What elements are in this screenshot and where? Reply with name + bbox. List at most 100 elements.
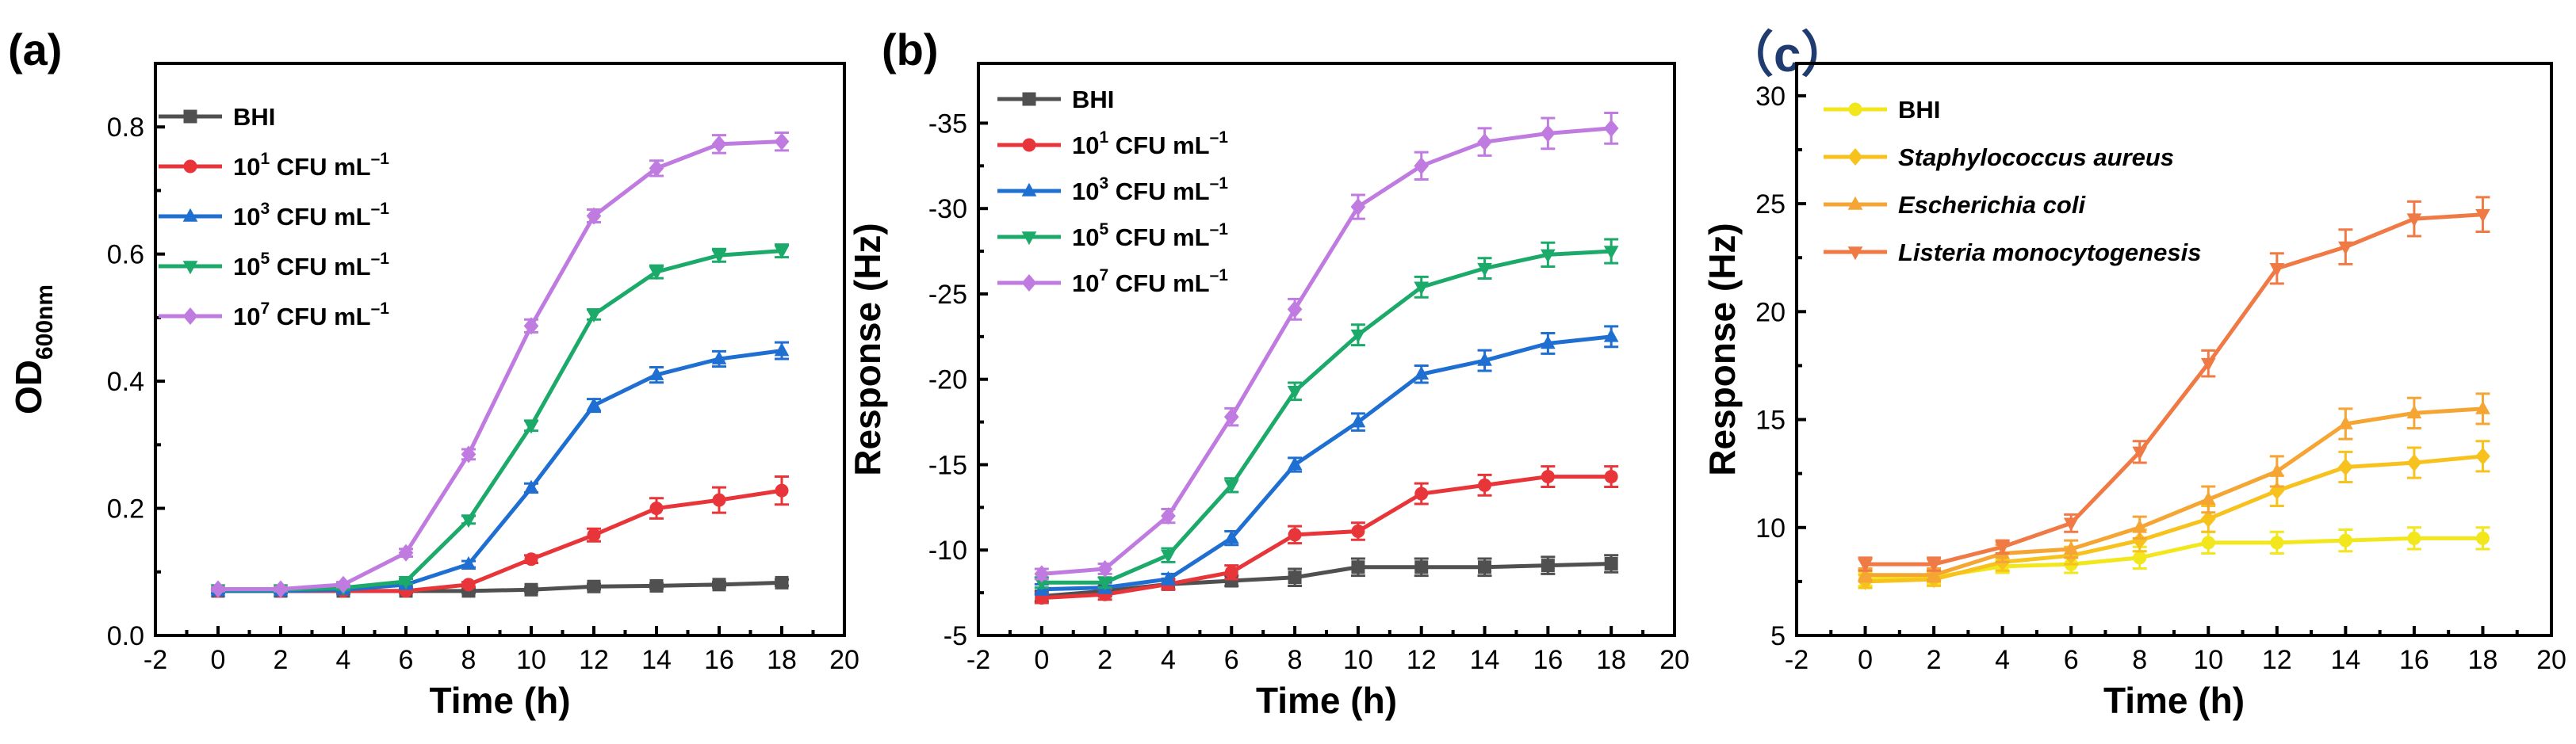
x-tick-label: 18 (2468, 645, 2498, 675)
data-point (1161, 549, 1176, 563)
y-tick-label: -35 (928, 109, 967, 139)
data-point (587, 579, 601, 593)
legend-marker (183, 159, 197, 174)
y-tick-label: -30 (928, 194, 967, 224)
series-line (1041, 126, 1612, 576)
x-tick-label: 4 (1161, 645, 1176, 675)
x-tick-label: 10 (2193, 645, 2223, 675)
x-axis-title: Time (h) (2103, 680, 2245, 721)
legend-label: Listeria monocytogenesis (1898, 238, 2201, 266)
x-tick-label: 2 (1927, 645, 1942, 675)
legend-label-base: Listeria monocytogenesis (1898, 238, 2201, 266)
y-tick-label: 0.2 (107, 494, 144, 525)
y-tick-label: 15 (1755, 406, 1786, 436)
data-point (1477, 352, 1492, 366)
legend-label-exponent: 3 (1099, 174, 1108, 193)
y-tick-label: 0.4 (107, 367, 144, 397)
data-point (1223, 529, 1239, 544)
legend-label-unit-exponent: –1 (371, 200, 390, 218)
data-point (1288, 528, 1302, 542)
x-tick-label: 18 (1596, 645, 1626, 675)
data-point (2269, 263, 2285, 277)
legend-label-unit-exponent: –1 (1210, 266, 1229, 284)
legend-label: 103 CFU mL–1 (1072, 174, 1228, 205)
data-point (461, 514, 477, 528)
data-point (586, 397, 602, 411)
data-point (1858, 567, 1873, 581)
legend-label-base: 10 (1072, 269, 1099, 297)
data-point (711, 250, 727, 264)
data-point (2338, 533, 2352, 548)
legend-label-unit: CFU mL (270, 253, 370, 280)
legend-label-base: Staphylococcus aureus (1898, 143, 2174, 171)
data-point (2200, 509, 2216, 528)
y-tick-label: -25 (928, 280, 967, 310)
data-point (2201, 536, 2215, 550)
series-5: 107 CFU mL–1 (159, 131, 790, 598)
data-point (1287, 386, 1303, 400)
series-2: 101 CFU mL–1 (997, 128, 1619, 605)
data-point (1351, 525, 1365, 539)
data-point (1161, 570, 1176, 585)
x-tick-label: 6 (2064, 645, 2079, 675)
y-tick-label: -5 (944, 621, 967, 651)
x-tick-label: -2 (1785, 645, 1809, 675)
data-point (1350, 414, 1366, 428)
legend-label-base: 10 (1072, 223, 1099, 251)
data-point (649, 266, 664, 280)
series-3: 103 CFU mL–1 (997, 174, 1619, 596)
legend-label-base: 10 (233, 303, 260, 330)
data-point (1478, 478, 1492, 492)
x-axis-title: Time (h) (429, 680, 570, 721)
x-tick-label: 14 (641, 645, 672, 675)
data-point (711, 350, 727, 364)
legend-label-unit: CFU mL (270, 303, 370, 330)
data-point (461, 578, 476, 592)
legend-label-unit-exponent: –1 (1210, 220, 1229, 238)
data-point (1097, 559, 1112, 578)
legend-label-base: BHI (233, 103, 275, 131)
legend-label: BHI (1072, 86, 1114, 113)
x-tick-label: 20 (829, 645, 859, 675)
y-tick-label: 0.8 (107, 113, 144, 143)
data-point (775, 483, 789, 498)
data-point (712, 578, 726, 592)
x-tick-label: 20 (2536, 645, 2566, 675)
data-point (1995, 541, 2010, 555)
data-point (2406, 453, 2422, 472)
data-point (523, 317, 539, 335)
data-point (1034, 565, 1050, 583)
legend-label: 105 CFU mL–1 (1072, 220, 1228, 251)
x-tick-label: 10 (516, 645, 546, 675)
data-point (524, 582, 538, 597)
data-point (335, 575, 351, 593)
data-point (2406, 405, 2422, 419)
data-point (649, 502, 664, 516)
data-point (398, 576, 414, 590)
y-tick-label: 10 (1755, 513, 1786, 544)
y-tick-label: 30 (1755, 82, 1786, 112)
series-4: Listeria monocytogenesis (1824, 196, 2490, 573)
legend-label-unit: CFU mL (1108, 177, 1209, 205)
data-point (774, 132, 790, 151)
legend-label-unit: CFU mL (1108, 132, 1209, 159)
data-point (2200, 357, 2216, 372)
data-point (1603, 328, 1619, 342)
data-point (1034, 577, 1050, 591)
data-point (2338, 241, 2353, 255)
x-tick-label: 14 (2330, 645, 2360, 675)
legend-label: 105 CFU mL–1 (233, 250, 389, 280)
data-point (2133, 551, 2147, 565)
data-point (524, 552, 538, 567)
x-tick-label: 12 (1407, 645, 1437, 675)
legend-marker (1847, 196, 1863, 210)
data-point (2132, 446, 2148, 460)
data-point (2475, 447, 2490, 465)
x-tick-label: 12 (579, 645, 609, 675)
legend-label: 107 CFU mL–1 (233, 300, 389, 330)
x-tick-label: 12 (2262, 645, 2292, 675)
y-axis-title-subscript: 600nm (32, 284, 58, 360)
x-tick-label: 6 (399, 645, 414, 675)
legend-label: 101 CFU mL–1 (233, 150, 389, 181)
x-tick-label: 0 (1034, 645, 1049, 675)
